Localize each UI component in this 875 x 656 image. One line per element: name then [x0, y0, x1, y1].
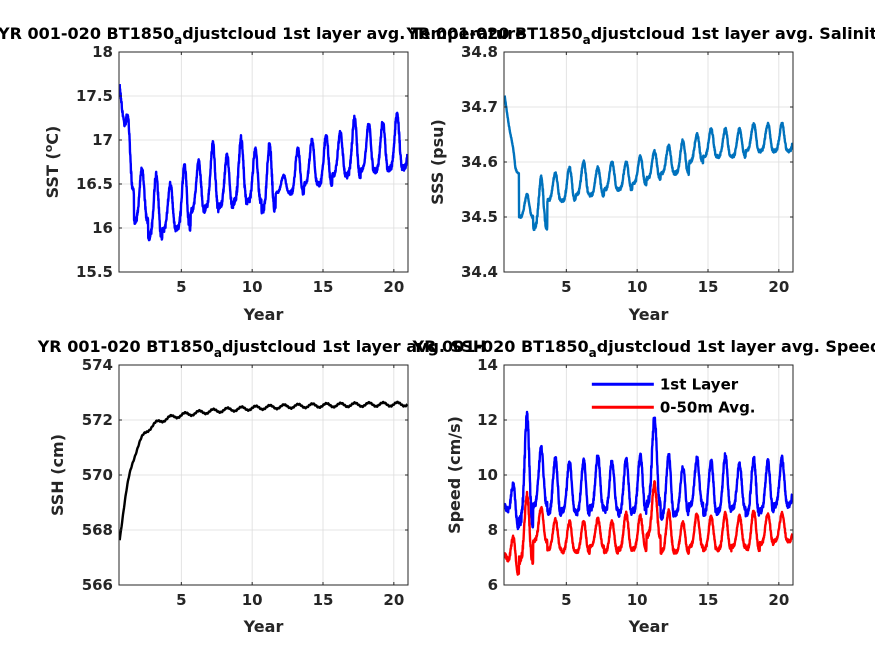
x-tick-label: 20 [383, 591, 404, 609]
y-tick-label: 6 [488, 576, 498, 594]
y-tick-label: 572 [82, 411, 113, 429]
axes-frame [118, 51, 409, 273]
x-tick-label: 10 [627, 591, 648, 609]
y-axis-label: SSS (psu) [428, 119, 447, 205]
y-tick-label: 14 [477, 356, 498, 374]
x-tick-label: 5 [176, 278, 186, 296]
y-tick-label: 34.4 [461, 263, 498, 281]
series-line-0-50m-avg- [504, 480, 793, 576]
x-axis-label: Year [628, 305, 669, 324]
x-tick-label: 5 [176, 591, 186, 609]
legend-label: 0-50m Avg. [660, 398, 756, 416]
series-line-1st-layer [504, 410, 793, 531]
x-tick-label: 10 [242, 278, 263, 296]
panel-ssh: 5 10 15 20 566 568 570 572 574 Year SSH (cm) YR 001… [37, 337, 487, 636]
y-tick-label: 17.5 [76, 87, 113, 105]
panel-salinity: 5 10 15 20 34.4 34.5 34.6 34.7 34.8 Year SSS (psu)… [405, 24, 875, 324]
x-tick-label: 5 [561, 591, 571, 609]
y-tick-label: 16.5 [76, 175, 113, 193]
x-tick-label: 20 [383, 278, 404, 296]
y-tick-label: 10 [477, 466, 498, 484]
y-tick-label: 34.8 [461, 43, 498, 61]
x-tick-label: 15 [313, 278, 334, 296]
series-line-2 [119, 400, 408, 541]
panel-speed: 5 10 15 20 6 8 10 12 14 Year Speed (cm/s) YR 001-02… [412, 337, 875, 636]
x-tick-label: 20 [768, 591, 789, 609]
y-axis-label: SST (oC) [42, 126, 62, 199]
x-axis-label: Year [243, 617, 284, 636]
panel-temperature: 5 10 15 20 15.5 16 16.5 17 17.5 18 Year SST (oC) YR … [0, 24, 526, 324]
legend-label: 1st Layer [660, 375, 739, 393]
y-axis-label: Speed (cm/s) [445, 416, 464, 534]
x-tick-label: 15 [313, 591, 334, 609]
y-tick-label: 12 [477, 411, 498, 429]
y-tick-label: 18 [92, 43, 113, 61]
series-line-1 [504, 95, 793, 232]
x-tick-label: 15 [698, 278, 719, 296]
y-tick-label: 34.6 [461, 153, 498, 171]
x-tick-label: 15 [698, 591, 719, 609]
x-tick-label: 10 [242, 591, 263, 609]
y-tick-label: 16 [92, 219, 113, 237]
y-tick-label: 34.7 [461, 98, 498, 116]
y-tick-label: 15.5 [76, 263, 113, 281]
y-axis-label: SSH (cm) [48, 434, 67, 516]
y-tick-label: 570 [82, 466, 113, 484]
series-line-0 [119, 84, 408, 242]
y-tick-label: 17 [92, 131, 113, 149]
x-tick-label: 10 [627, 278, 648, 296]
y-tick-label: 34.5 [461, 208, 498, 226]
y-tick-label: 568 [82, 521, 113, 539]
y-tick-label: 566 [82, 576, 113, 594]
chart-title: YR 001-020 BT1850adjustcloud 1st layer a… [37, 337, 487, 360]
x-axis-label: Year [628, 617, 669, 636]
y-tick-label: 8 [488, 521, 498, 539]
x-axis-label: Year [243, 305, 284, 324]
plot-area [119, 52, 408, 272]
x-tick-label: 20 [768, 278, 789, 296]
chart-title: YR 001-020 BT1850adjustcloud 1st layer a… [0, 24, 526, 47]
x-tick-label: 5 [561, 278, 571, 296]
chart-title: YR 001-020 BT1850adjustcloud 1st layer a… [412, 337, 875, 360]
chart-title: YR 001-020 BT1850adjustcloud 1st layer a… [405, 24, 875, 47]
y-tick-label: 574 [82, 356, 113, 374]
